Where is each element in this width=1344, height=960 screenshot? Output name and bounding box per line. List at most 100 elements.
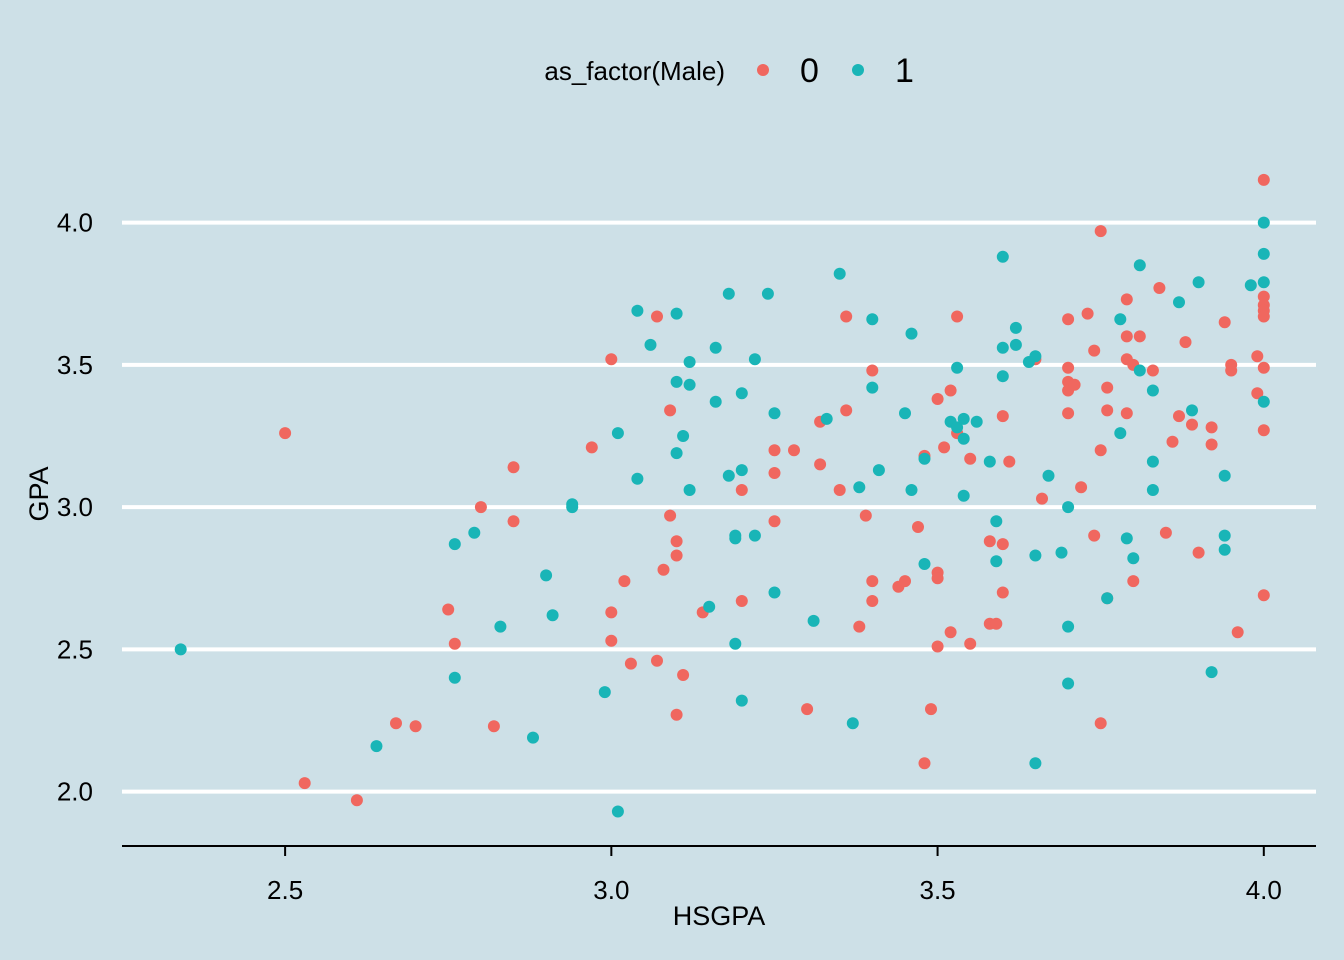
data-point-male-1 — [703, 600, 716, 613]
data-points — [174, 173, 1270, 818]
data-point-male-1 — [683, 356, 696, 368]
data-point-male-1 — [905, 484, 918, 496]
data-point-male-1 — [807, 614, 820, 627]
data-point-male-1 — [1133, 259, 1146, 272]
data-point-male-1 — [768, 407, 781, 420]
data-point-male-1 — [1173, 296, 1185, 309]
data-point-male-0 — [487, 720, 500, 733]
data-point-male-0 — [944, 384, 957, 397]
data-point-male-0 — [409, 720, 422, 733]
data-point-male-0 — [390, 717, 402, 730]
data-point-male-0 — [866, 595, 879, 607]
data-point-male-0 — [1075, 481, 1088, 494]
legend-key-0 — [757, 64, 769, 76]
data-point-male-0 — [1088, 529, 1101, 542]
data-point-male-1 — [670, 307, 683, 320]
legend-title: as_factor(Male) — [544, 56, 725, 86]
data-point-male-0 — [1036, 492, 1048, 505]
data-point-male-1 — [1009, 321, 1022, 334]
data-point-male-1 — [866, 381, 879, 394]
data-point-male-1 — [598, 686, 611, 699]
data-point-male-1 — [729, 532, 742, 545]
x-tick-label: 4.0 — [1246, 875, 1282, 905]
data-point-male-1 — [468, 526, 481, 539]
data-point-male-0 — [1062, 361, 1075, 374]
data-point-male-0 — [866, 575, 879, 588]
data-point-male-0 — [931, 393, 944, 405]
data-point-male-0 — [964, 452, 977, 465]
data-point-male-1 — [735, 694, 748, 707]
data-point-male-1 — [1257, 276, 1270, 289]
data-point-male-0 — [853, 620, 866, 633]
data-point-male-0 — [1192, 546, 1205, 559]
data-point-male-0 — [768, 515, 781, 528]
data-point-male-1 — [1205, 666, 1218, 679]
data-point-male-1 — [611, 427, 624, 440]
data-point-male-1 — [990, 515, 1003, 528]
data-point-male-0 — [1205, 421, 1218, 434]
data-point-male-0 — [1153, 282, 1166, 294]
data-point-male-0 — [925, 703, 937, 716]
data-point-male-1 — [951, 421, 964, 434]
data-point-male-0 — [605, 634, 618, 647]
data-point-male-0 — [664, 509, 677, 522]
data-point-male-1 — [957, 489, 970, 502]
data-point-male-0 — [1120, 330, 1133, 343]
data-point-male-0 — [1225, 364, 1238, 377]
legend-label-0: 0 — [800, 52, 819, 90]
data-point-male-0 — [1218, 316, 1231, 329]
data-point-male-0 — [840, 310, 853, 323]
data-point-male-1 — [1218, 469, 1231, 482]
data-point-male-0 — [1159, 526, 1172, 539]
data-point-male-0 — [951, 310, 964, 323]
data-point-male-1 — [1029, 350, 1042, 363]
data-point-male-0 — [840, 404, 853, 417]
data-point-male-1 — [1127, 552, 1140, 565]
gridlines — [122, 220, 1316, 794]
data-point-male-0 — [990, 617, 1003, 630]
data-point-male-1 — [1186, 404, 1198, 417]
data-point-male-0 — [1094, 717, 1107, 730]
data-point-male-1 — [846, 717, 859, 730]
data-point-male-0 — [899, 575, 911, 588]
data-point-male-0 — [624, 657, 637, 670]
data-point-male-0 — [1101, 381, 1114, 394]
y-tick-label: 3.5 — [57, 350, 93, 380]
data-point-male-0 — [833, 484, 846, 496]
data-point-male-0 — [507, 461, 520, 474]
data-point-male-1 — [951, 361, 964, 374]
data-point-male-1 — [729, 637, 742, 650]
data-point-male-1 — [1218, 529, 1231, 542]
data-point-male-0 — [350, 794, 363, 807]
data-point-male-1 — [448, 538, 461, 551]
data-point-male-1 — [996, 250, 1009, 263]
data-point-male-1 — [957, 432, 970, 445]
data-point-male-1 — [370, 740, 383, 753]
data-point-male-1 — [494, 620, 507, 633]
data-point-male-0 — [735, 595, 748, 607]
data-point-male-1 — [566, 501, 579, 514]
data-point-male-1 — [644, 338, 657, 351]
data-point-male-0 — [866, 364, 879, 377]
data-point-male-1 — [996, 341, 1009, 354]
data-point-male-1 — [905, 327, 918, 340]
data-point-male-1 — [970, 415, 983, 428]
data-point-male-0 — [996, 410, 1009, 423]
data-point-male-1 — [748, 353, 761, 366]
data-point-male-1 — [1133, 364, 1146, 377]
data-point-male-0 — [1257, 173, 1270, 186]
data-point-male-0 — [938, 441, 951, 454]
legend-key-1 — [852, 64, 864, 76]
data-point-male-0 — [618, 575, 631, 588]
data-point-male-0 — [1062, 313, 1075, 326]
data-point-male-1 — [1114, 427, 1127, 440]
data-point-male-0 — [298, 777, 311, 790]
data-point-male-0 — [859, 509, 872, 522]
data-point-male-1 — [709, 395, 722, 408]
data-point-male-0 — [670, 708, 683, 721]
data-point-male-0 — [1120, 407, 1133, 420]
y-axis-ticks: 2.0 2.5 3.0 3.5 4.0 — [57, 208, 93, 807]
data-point-male-0 — [788, 444, 800, 457]
data-point-male-0 — [1094, 444, 1107, 457]
